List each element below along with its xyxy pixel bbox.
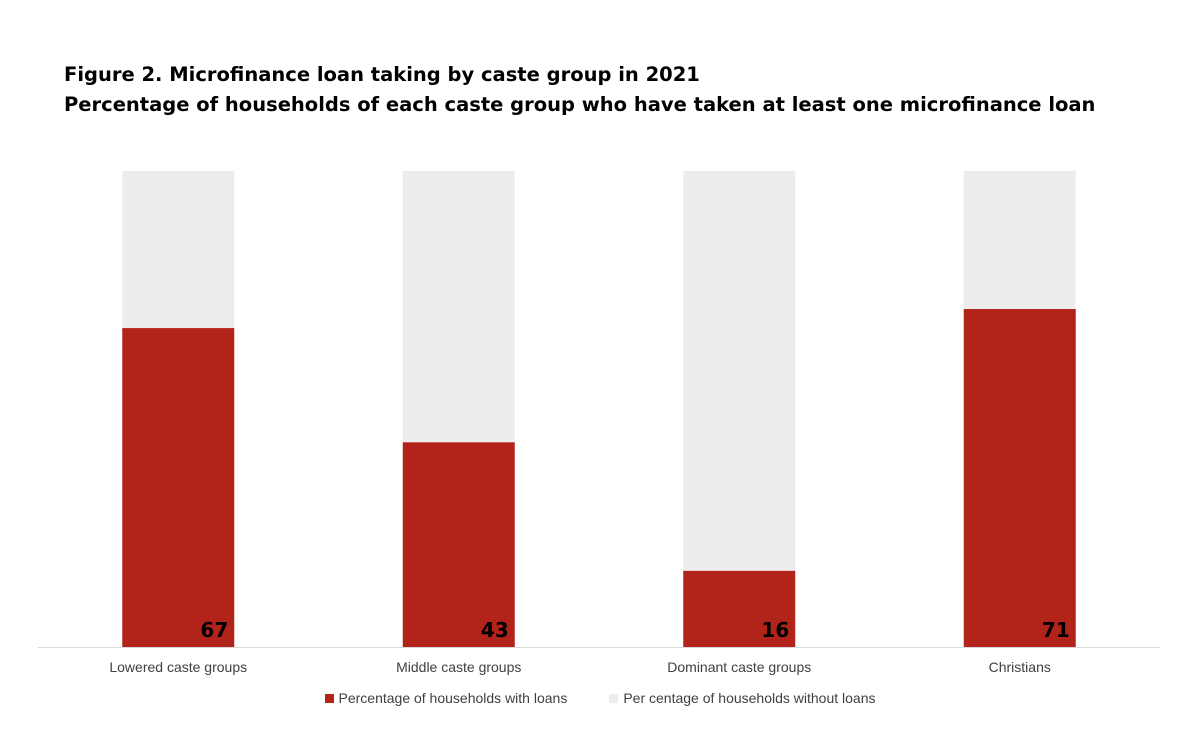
legend-swatch-with-loans [324, 693, 334, 703]
x-tick-label-dominant-caste-groups: Dominant caste groups [667, 659, 811, 675]
legend-label-with-loans: Percentage of households with loans [338, 690, 568, 706]
bar-without-loans-dominant-caste-groups [683, 171, 796, 571]
bar-with-loans-middle-caste-groups [402, 442, 515, 647]
legend-item-with-loans: Percentage of households with loans [324, 690, 568, 706]
data-label-christians: 71 [1042, 618, 1070, 642]
legend-item-without-loans: Per centage of households without loans [609, 690, 876, 706]
data-label-lowered-caste-groups: 67 [200, 618, 228, 642]
legend-label-without-loans: Per centage of households without loans [623, 690, 876, 706]
data-label-dominant-caste-groups: 16 [761, 618, 789, 642]
legend-swatch-without-loans [609, 693, 619, 703]
bar-with-loans-christians [963, 309, 1076, 647]
x-tick-label-lowered-caste-groups: Lowered caste groups [109, 659, 247, 675]
data-label-middle-caste-groups: 43 [481, 618, 509, 642]
bar-without-loans-middle-caste-groups [402, 171, 515, 443]
bar-with-loans-dominant-caste-groups [683, 570, 796, 647]
chart-title: Figure 2. Microfinance loan taking by ca… [64, 63, 700, 86]
chart-subtitle: Percentage of households of each caste g… [64, 93, 1096, 116]
chart-titles: Figure 2. Microfinance loan taking by ca… [64, 60, 1095, 120]
bar-without-loans-lowered-caste-groups [122, 171, 235, 329]
x-tick-label-middle-caste-groups: Middle caste groups [396, 659, 521, 675]
chart-legend: Percentage of households with loans Per … [0, 690, 1200, 706]
bar-with-loans-lowered-caste-groups [122, 328, 235, 647]
x-tick-label-christians: Christians [989, 659, 1051, 675]
bar-without-loans-christians [963, 171, 1076, 310]
